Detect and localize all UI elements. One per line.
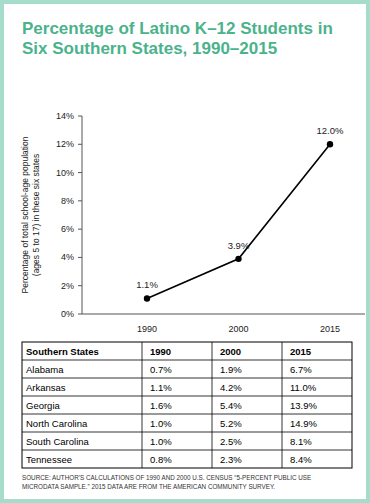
table-row-line (22, 378, 352, 379)
table-cell: 11.0% (290, 382, 317, 393)
table-cell: 14.9% (290, 418, 317, 429)
y-tick (78, 285, 82, 286)
table-cell: 1.9% (220, 364, 242, 375)
table-cell: 0.7% (150, 364, 172, 375)
table-cell: Alabama (26, 364, 64, 375)
source-line: MICRODATA SAMPLE.” 2015 DATA ARE FROM TH… (22, 483, 275, 490)
table-cell: 1.0% (150, 418, 172, 429)
source-line: SOURCE: AUTHOR’S CALCULATIONS OF 1990 AN… (22, 474, 311, 481)
y-tick-label: 2% (61, 281, 74, 291)
y-tick (78, 172, 82, 173)
table-row-line (22, 414, 352, 415)
table-cell: 5.4% (220, 400, 242, 411)
table-cell: 8.1% (290, 436, 312, 447)
y-tick-label: 4% (61, 252, 74, 262)
table-cell: 6.7% (290, 364, 312, 375)
title-line: Percentage of Latino K–12 Students in (22, 19, 333, 38)
data-label: 12.0% (317, 125, 344, 136)
table-header: 1990 (150, 346, 171, 357)
y-tick (78, 144, 82, 145)
title-line: Six Southern States, 1990–2015 (22, 39, 277, 58)
y-axis-label-line: (ages 5 to 17) in these six states (31, 154, 41, 276)
y-tick (78, 257, 82, 258)
line (147, 144, 330, 298)
table-header: 2015 (290, 346, 312, 357)
source: SOURCE: AUTHOR’S CALCULATIONS OF 1990 AN… (22, 474, 311, 490)
frame (2, 2, 368, 501)
y-tick-label: 0% (61, 309, 74, 319)
table-border (22, 342, 352, 468)
data-label: 3.9% (228, 240, 250, 251)
y-axis-label: Percentage of total school-age populatio… (20, 136, 41, 293)
table-header: 2000 (220, 346, 241, 357)
x-tick-label: 2015 (320, 324, 340, 334)
table-cell: 1.6% (150, 400, 172, 411)
table-cell: 5.2% (220, 418, 242, 429)
table-cell: North Carolina (26, 418, 88, 429)
table-col-line (212, 342, 213, 468)
marks (144, 141, 333, 302)
table-header: Southern States (26, 346, 99, 357)
y-tick-label: 10% (56, 168, 74, 178)
y-tick (78, 116, 82, 117)
y-tick (78, 229, 82, 230)
y-tick-label: 12% (56, 139, 74, 149)
point (235, 256, 241, 262)
x-axis (82, 314, 365, 315)
table-cell: 2.5% (220, 436, 242, 447)
y-tick (78, 314, 82, 315)
title: Percentage of Latino K–12 Students inSix… (22, 19, 333, 58)
x-tick-label: 2000 (228, 324, 248, 334)
table-cell: Arkansas (26, 382, 66, 393)
table-cell: South Carolina (26, 436, 90, 447)
y-tick-label: 8% (61, 196, 74, 206)
figure: Percentage of Latino K–12 Students inSix… (0, 0, 370, 503)
table-row-line (22, 432, 352, 433)
table-cell: 2.3% (220, 454, 242, 465)
table-col-line (142, 342, 143, 468)
y-axis-label-line: Percentage of total school-age populatio… (20, 136, 30, 293)
table-cell: 1.0% (150, 436, 172, 447)
table-cell: 13.9% (290, 400, 317, 411)
table-row-line (22, 450, 352, 451)
y-axis (82, 116, 83, 314)
table-cell: 8.4% (290, 454, 312, 465)
x-tick-label: 1990 (137, 324, 157, 334)
table-cell: Georgia (26, 400, 61, 411)
table-row-line (22, 396, 352, 397)
background (0, 0, 370, 503)
table: Southern States 1990 2000 2015 Alabama 0.7% 1.… (22, 342, 352, 468)
table-cell: 0.8% (150, 454, 172, 465)
table-cell: 4.2% (220, 382, 242, 393)
y-tick (78, 200, 82, 201)
y-tick-label: 14% (56, 111, 74, 121)
point (144, 295, 150, 301)
table-row-line (22, 360, 352, 361)
point (327, 141, 333, 147)
y-tick-label: 6% (61, 224, 74, 234)
data-label: 1.1% (136, 279, 158, 290)
table-cell: Tennessee (26, 454, 72, 465)
table-col-line (282, 342, 283, 468)
table-cell: 1.1% (150, 382, 172, 393)
